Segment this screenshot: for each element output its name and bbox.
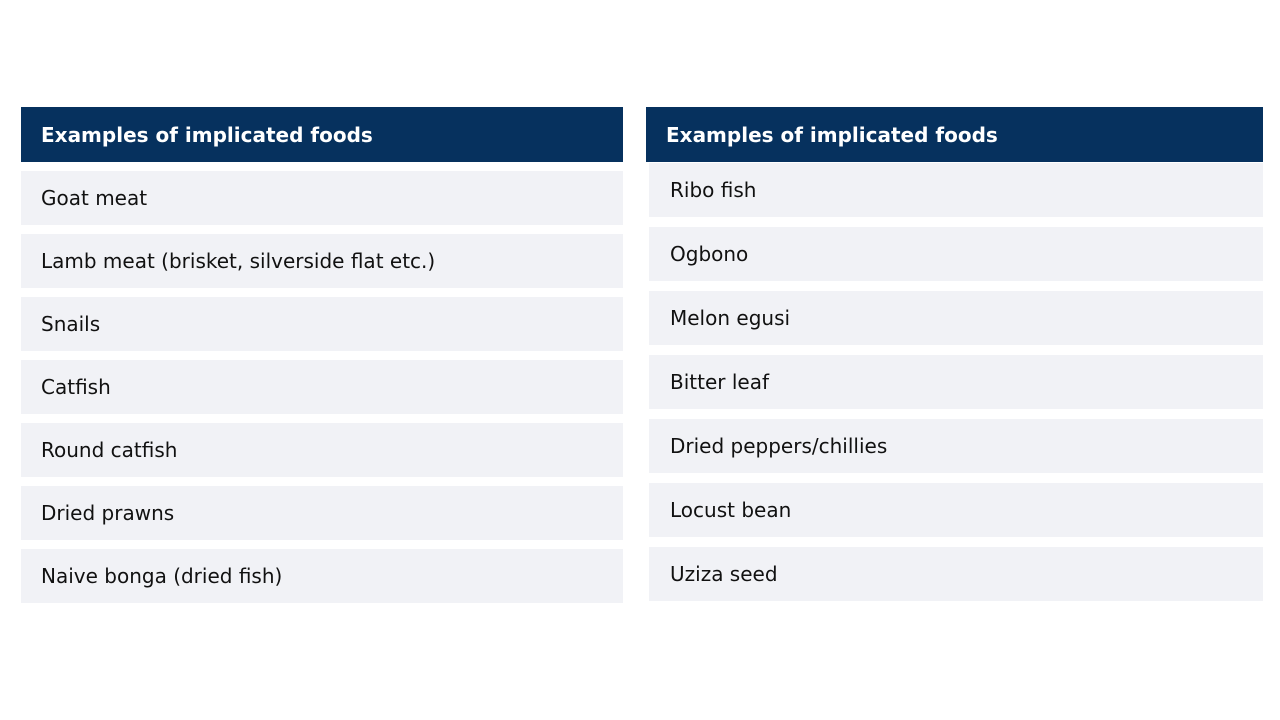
table-row: Dried peppers/chillies [649, 419, 1263, 473]
table-row: Melon egusi [649, 291, 1263, 345]
table: Examples of implicated foods Goat meat Lam… [21, 107, 623, 603]
table-header: Examples of implicated foods [21, 107, 623, 162]
table-row: Ribo fish [649, 163, 1263, 217]
table-row: Naive bonga (dried fish) [21, 549, 623, 603]
table-row: Goat meat [21, 171, 623, 225]
table-row: Locust bean [649, 483, 1263, 537]
table-row: Catfish [21, 360, 623, 414]
table-row: Round catfish [21, 423, 623, 477]
table-row: Lamb meat (brisket, silverside flat etc.… [21, 234, 623, 288]
table-row: Bitter leaf [649, 355, 1263, 409]
table-row: Uziza seed [649, 547, 1263, 601]
table-row: Ogbono [649, 227, 1263, 281]
table: Examples of implicated foods Ribo fish Ogb… [646, 107, 1263, 601]
table-header: Examples of implicated foods [646, 107, 1263, 162]
table-row: Snails [21, 297, 623, 351]
table-row: Dried prawns [21, 486, 623, 540]
